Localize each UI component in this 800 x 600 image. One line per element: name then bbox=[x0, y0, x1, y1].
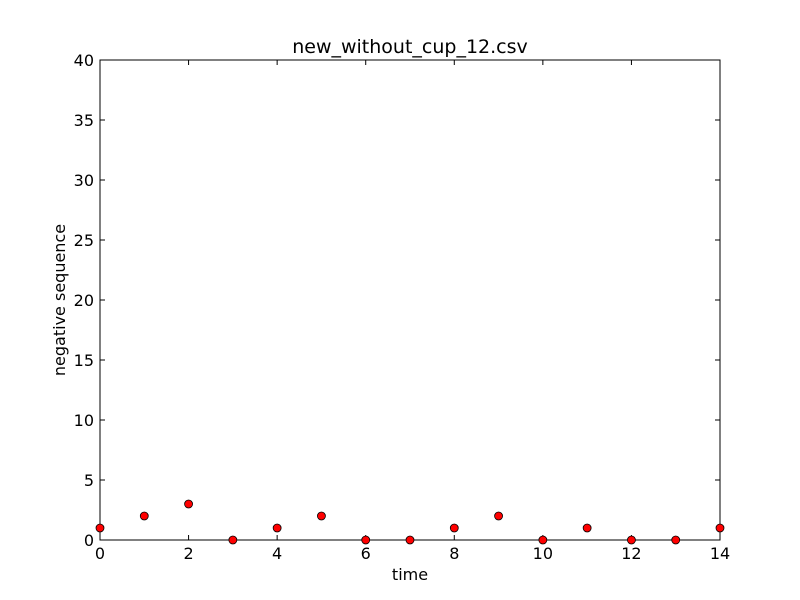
y-tick-label: 40 bbox=[74, 51, 94, 70]
y-tick-label: 5 bbox=[84, 471, 94, 490]
x-tick-label: 8 bbox=[449, 544, 459, 563]
y-tick-label: 35 bbox=[74, 111, 94, 130]
y-tick-label: 20 bbox=[74, 291, 94, 310]
x-tick-label: 14 bbox=[710, 544, 730, 563]
chart-title: new_without_cup_12.csv bbox=[292, 36, 528, 58]
y-tick-label: 30 bbox=[74, 171, 94, 190]
data-point bbox=[538, 535, 548, 545]
data-point bbox=[627, 535, 636, 545]
plot-area bbox=[99, 59, 721, 541]
data-point bbox=[272, 523, 282, 533]
y-tick-label: 0 bbox=[84, 531, 94, 550]
x-tick-label: 10 bbox=[533, 544, 553, 563]
y-axis-label: negative sequence bbox=[50, 224, 69, 376]
data-point bbox=[184, 499, 193, 509]
data-point bbox=[361, 535, 371, 545]
data-point bbox=[95, 523, 105, 533]
data-point bbox=[139, 511, 149, 521]
data-point bbox=[228, 535, 238, 545]
y-tick-label: 25 bbox=[74, 231, 94, 250]
data-point bbox=[449, 523, 459, 533]
x-tick-label: 6 bbox=[361, 544, 371, 563]
data-point bbox=[671, 535, 681, 545]
x-tick-label: 12 bbox=[621, 544, 641, 563]
x-axis-label: time bbox=[392, 565, 428, 584]
x-tick-label: 4 bbox=[272, 544, 282, 563]
y-tick-label: 10 bbox=[74, 411, 94, 430]
data-point bbox=[582, 523, 592, 533]
x-tick-label: 0 bbox=[95, 544, 105, 563]
data-point bbox=[715, 523, 725, 533]
data-point bbox=[317, 511, 326, 521]
data-point bbox=[405, 535, 415, 545]
x-tick-label: 2 bbox=[183, 544, 193, 563]
axis-ticks: 0 2 4 6 8 10 12 14 0 5 10 15 20 25 30 35 40 bbox=[74, 51, 731, 563]
plot-frame bbox=[99, 59, 721, 541]
data-points bbox=[95, 499, 725, 545]
y-tick-label: 15 bbox=[74, 351, 94, 370]
data-point bbox=[494, 511, 503, 521]
